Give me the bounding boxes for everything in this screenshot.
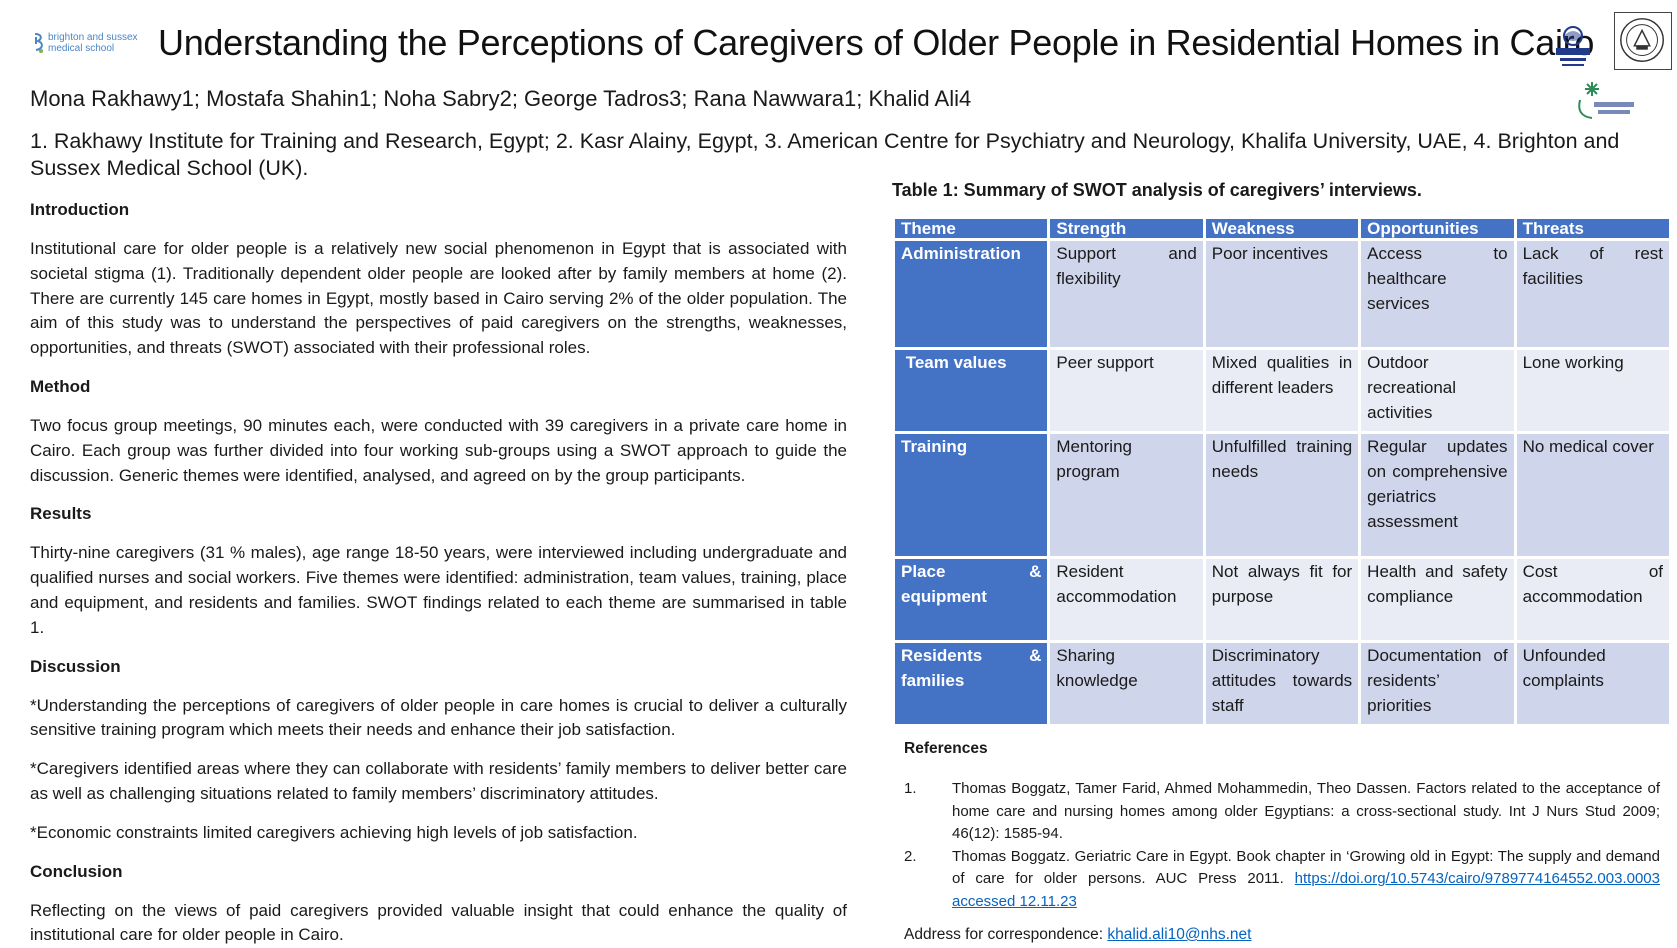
reference-text: Thomas Boggatz, Tamer Farid, Ahmed Moham… [952,780,1660,842]
introduction-text: Institutional care for older people is a… [30,239,847,358]
rakhawy-logo-graphic [1556,26,1590,66]
bsms-logo-text: brighton and sussex medical school [48,32,138,54]
discussion-point-2: *Caregivers identified areas where they … [30,759,847,803]
reference-item: 1. Thomas Boggatz, Tamer Farid, Ahmed Mo… [904,778,1660,846]
cell-opportunities: Health and safety compliance [1361,559,1514,640]
table-row: Administration Support and flexibility P… [895,241,1669,347]
conclusion-heading: Conclusion [30,861,123,881]
cell-strength: Resident accommodation [1050,559,1203,640]
bsms-logo-line-1: brighton and sussex [48,32,138,43]
cell-weakness: Mixed qualities in different leaders [1205,350,1359,431]
cell-threats: Cost of accommodation [1516,559,1669,640]
cell-theme: Training [895,434,1048,556]
rakhawy-logo [1550,24,1596,70]
cell-strength: Peer support [1050,350,1203,431]
reference-number: 1. [904,780,917,797]
cell-strength: Sharing knowledge [1050,643,1203,724]
results-heading: Results [30,504,92,524]
cell-weakness: Not always fit for purpose [1205,559,1359,640]
reference-item: 2. Thomas Boggatz. Geriatric Care in Egy… [904,846,1660,914]
cell-opportunities: Access to healthcare services [1361,241,1514,347]
method-text: Two focus group meetings, 90 minutes eac… [30,415,847,485]
cell-weakness: Discriminatory attitudes towards staff [1205,643,1359,724]
cell-opportunities: Documentation of residents’ priorities [1361,643,1514,724]
american-center-logo-graphic [1578,82,1634,119]
authors: Mona Rakhawy1; Mostafa Shahin1; Noha Sab… [30,86,972,111]
discussion-point-1: *Understanding the perceptions of caregi… [30,695,847,740]
table-caption: Table 1: Summary of SWOT analysis of car… [892,180,1422,200]
cell-theme: Administration [895,241,1048,347]
discussion-point-3: *Economic constraints limited caregivers… [30,822,638,842]
table-row: Training Mentoring program Unfulfilled t… [895,434,1669,556]
header-weakness: Weakness [1205,219,1359,238]
cell-threats: Unfounded complaints [1516,643,1669,724]
results-text: Thirty-nine caregivers (31 % males), age… [30,543,847,637]
header-threats: Threats [1516,219,1669,238]
bsms-logo-line-2: medical school [48,43,115,54]
reference-number: 2. [904,847,917,865]
header-theme: Theme [895,219,1048,238]
bsms-logo: brighton and sussex medical school [32,30,150,62]
cell-theme: Residents & families [895,643,1048,724]
reference-text: Thomas Boggatz. Geriatric Care in Egypt.… [952,847,1660,888]
discussion-heading: Discussion [30,656,121,676]
conclusion-text: Reflecting on the views of paid caregive… [30,900,847,945]
references-heading: References [904,740,988,757]
table-row: Team values Peer support Mixed qualities… [895,350,1669,431]
cell-strength: Mentoring program [1050,434,1203,556]
cell-threats: Lone working [1516,350,1669,431]
table-header-row: Theme Strength Weakness Opportunities Th… [895,219,1669,238]
header-opportunities: Opportunities [1361,219,1514,238]
cell-threats: No medical cover [1516,434,1669,556]
cell-weakness: Unfulfilled training needs [1205,434,1359,556]
table-row: Place & equipment Resident accommodation… [895,559,1669,640]
correspondence-label: Address for correspondence: [904,926,1108,943]
cell-strength: Support and flexibility [1050,241,1203,347]
university-seal [1614,12,1672,70]
university-seal-graphic [1620,18,1664,62]
reference-doi-link[interactable]: https://doi.org/10.5743/cairo/9789774164… [952,870,1660,910]
bsms-logo-mark [34,33,43,53]
introduction-heading: Introduction [30,200,130,219]
cell-opportunities: Regular updates on comprehensive geriatr… [1361,434,1514,556]
method-heading: Method [30,376,91,396]
correspondence: Address for correspondence: khalid.ali10… [904,926,1251,944]
poster-title: Understanding the Perceptions of Caregiv… [158,22,1595,63]
cell-weakness: Poor incentives [1205,241,1359,347]
correspondence-email-link[interactable]: khalid.ali10@nhs.net [1107,926,1252,943]
cell-opportunities: Outdoor recreational activities [1361,350,1514,431]
american-center-logo [1570,80,1640,122]
cell-threats: Lack of rest facilities [1516,241,1669,347]
swot-table: Theme Strength Weakness Opportunities Th… [892,216,1672,727]
header-strength: Strength [1050,219,1203,238]
affiliations: 1. Rakhawy Institute for Training and Re… [30,129,1620,180]
table-row: Residents & families Sharing knowledge D… [895,643,1669,724]
cell-theme: Team values [895,350,1048,431]
cell-theme: Place & equipment [895,559,1048,640]
references-list: 1. Thomas Boggatz, Tamer Farid, Ahmed Mo… [904,778,1660,913]
left-column: Introduction Institutional care for olde… [30,198,847,948]
